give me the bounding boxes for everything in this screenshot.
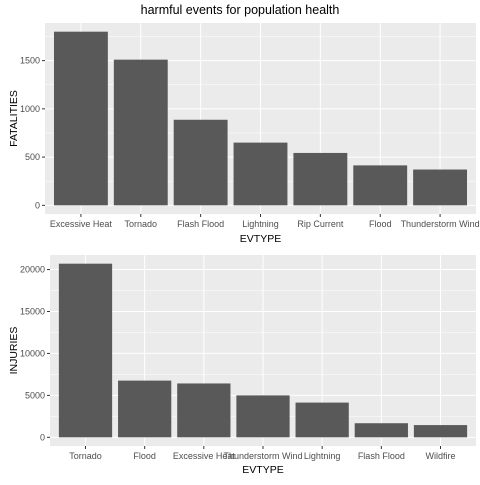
bar-tornado bbox=[58, 263, 113, 438]
y-tick-label: 20000 bbox=[20, 265, 45, 275]
y-tick-label: 10000 bbox=[20, 348, 45, 358]
bar-flood bbox=[118, 380, 172, 438]
x-tick-label: Flood bbox=[133, 451, 156, 461]
bar-rip-current bbox=[293, 152, 348, 206]
bar-flood bbox=[353, 165, 408, 206]
x-tick-label: Tornado bbox=[69, 451, 102, 461]
bar-wildfire bbox=[413, 425, 468, 438]
y-tick-label: 0 bbox=[40, 432, 45, 442]
x-tick-label: Excessive Heat bbox=[173, 451, 236, 461]
bar-excessive-heat bbox=[53, 31, 108, 206]
chart-panel-2: 0 5000 10000 15000 20000 Tornado Flood Excessiv… bbox=[8, 255, 476, 476]
chart-title: harmful events for population health bbox=[141, 3, 340, 17]
bar-lightning bbox=[233, 142, 288, 206]
bar-excessive-heat bbox=[177, 383, 231, 438]
x-tick-label: Flash Flood bbox=[177, 219, 224, 229]
x-tick-label: Rip Current bbox=[297, 219, 344, 229]
y-tick-label: 5000 bbox=[25, 390, 45, 400]
x-tick-label: Lightning bbox=[304, 451, 341, 461]
x-tick-label: Lightning bbox=[242, 219, 279, 229]
y-tick-label: 1000 bbox=[20, 104, 40, 114]
x-tick-label: Excessive Heat bbox=[50, 219, 113, 229]
x-tick-label: Tornado bbox=[125, 219, 158, 229]
y-tick-label: 500 bbox=[25, 152, 40, 162]
chart-panel-1: 0 500 1000 1500 Excessive Heat Tornado Flash F… bbox=[8, 23, 480, 245]
bar-flash-flood bbox=[173, 119, 228, 206]
y-axis-title: FATALITIES bbox=[8, 90, 20, 147]
bar-thunderstorm-wind bbox=[236, 395, 290, 438]
x-axis-title: EVTYPE bbox=[240, 233, 281, 245]
bar-flash-flood bbox=[354, 423, 408, 438]
x-tick-label: Wildfire bbox=[425, 451, 455, 461]
y-tick-label: 15000 bbox=[20, 306, 45, 316]
bar-tornado bbox=[113, 59, 168, 206]
x-tick-label: Thunderstorm Wind bbox=[223, 451, 302, 461]
x-tick-label: Thunderstorm Wind bbox=[401, 219, 480, 229]
x-tick-label: Flash Flood bbox=[358, 451, 405, 461]
x-axis-title: EVTYPE bbox=[242, 464, 283, 476]
y-tick-label: 0 bbox=[35, 200, 40, 210]
x-tick-label: Flood bbox=[369, 219, 392, 229]
y-tick-label: 1500 bbox=[20, 56, 40, 66]
bar-lightning bbox=[295, 402, 349, 438]
y-axis-title: INJURIES bbox=[8, 327, 20, 375]
bar-thunderstorm-wind bbox=[413, 169, 468, 206]
